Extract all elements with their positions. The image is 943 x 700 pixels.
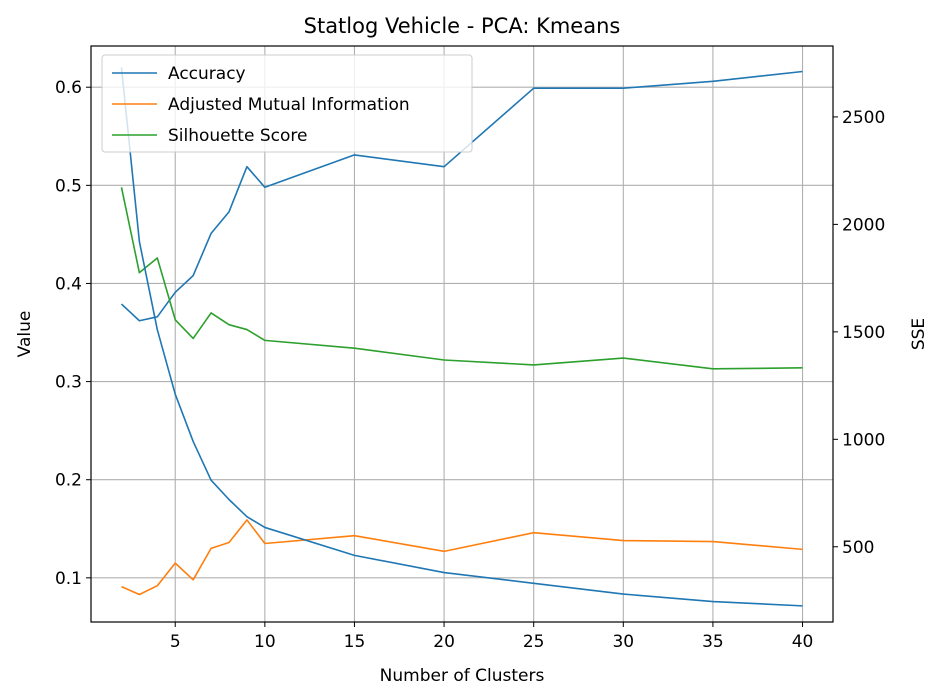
series-line-sse: [120, 67, 803, 607]
series-line-accuracy: [120, 70, 803, 322]
plot-frame: [90, 45, 834, 623]
x-tick-label: 15: [344, 632, 366, 652]
y-axis-right-label: SSE: [909, 318, 929, 350]
y-right-tick-label: 1000: [842, 430, 885, 450]
y-tick-label: 0.3: [55, 373, 82, 393]
y-tick-label: 0.5: [55, 176, 82, 196]
legend-label-accuracy: Accuracy: [168, 64, 246, 84]
x-tick-label: 20: [433, 632, 455, 652]
y-axis-ticks: 0.1 0.2 0.3 0.4 0.5 0.6: [55, 78, 91, 589]
y-axis-right-ticks: 500 1000 1500 2000 2500: [833, 108, 885, 558]
y-tick-label: 0.2: [55, 471, 82, 491]
y-axis-label: Value: [15, 311, 35, 358]
series-line-silhouette-score: [120, 187, 803, 370]
y-right-tick-label: 2000: [842, 215, 885, 235]
x-axis-label: Number of Clusters: [380, 666, 545, 686]
series-layer: [120, 67, 803, 607]
legend-label-adjusted-mutual-information: Adjusted Mutual Information: [168, 95, 410, 115]
x-tick-label: 40: [792, 632, 814, 652]
chart-title: Statlog Vehicle - PCA: Kmeans: [304, 14, 621, 38]
legend-label-silhouette-score: Silhouette Score: [168, 126, 307, 146]
series-line-adjusted-mutual-information: [121, 519, 803, 596]
legend: Accuracy Adjusted Mutual Information Silho…: [101, 54, 473, 153]
y-tick-label: 0.4: [55, 274, 82, 294]
x-tick-label: 25: [523, 632, 545, 652]
x-tick-label: 30: [612, 632, 634, 652]
x-tick-label: 35: [702, 632, 724, 652]
y-right-tick-label: 500: [842, 538, 874, 558]
x-tick-label: 10: [254, 632, 276, 652]
x-tick-label: 5: [170, 632, 181, 652]
y-right-tick-label: 2500: [842, 108, 885, 128]
y-tick-label: 0.6: [55, 78, 82, 98]
y-tick-label: 0.1: [55, 569, 82, 589]
x-axis-ticks: 5 10 15 20 25 30 35 40: [170, 622, 814, 652]
legend-box: [101, 54, 473, 153]
y-right-tick-label: 1500: [842, 323, 885, 343]
